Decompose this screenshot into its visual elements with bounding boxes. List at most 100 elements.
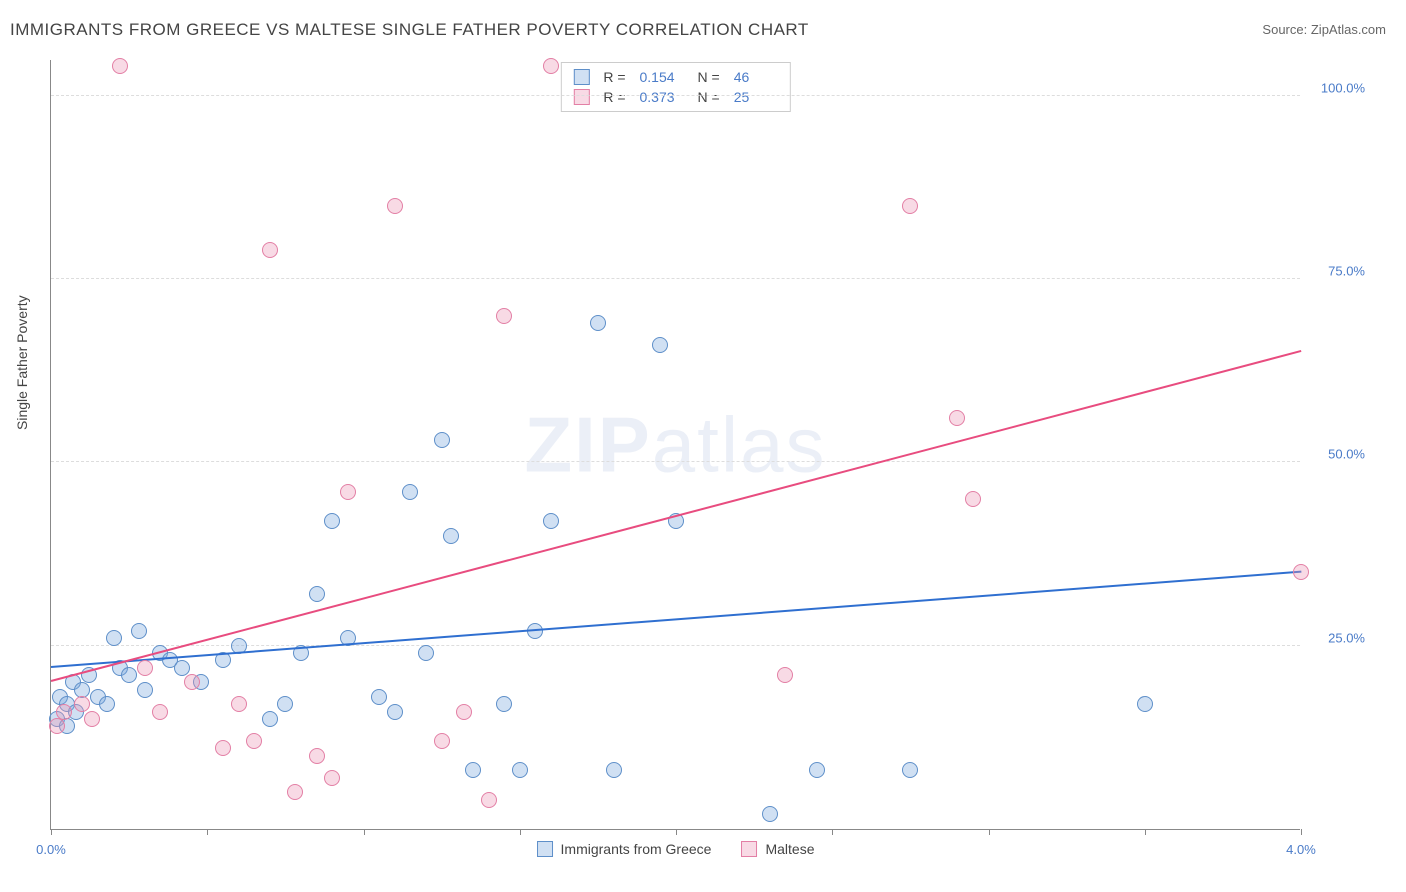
series-1-name: Immigrants from Greece bbox=[561, 841, 712, 857]
source-attribution: Source: ZipAtlas.com bbox=[1262, 22, 1386, 37]
y-tick-label: 75.0% bbox=[1328, 264, 1365, 279]
scatter-point bbox=[481, 792, 497, 808]
scatter-point bbox=[152, 704, 168, 720]
scatter-point bbox=[456, 704, 472, 720]
x-tick-minor bbox=[832, 829, 833, 835]
r-label: R = bbox=[603, 69, 625, 85]
n-label: N = bbox=[698, 89, 720, 105]
scatter-point bbox=[809, 762, 825, 778]
trend-line bbox=[51, 350, 1301, 682]
scatter-point bbox=[965, 491, 981, 507]
scatter-point bbox=[99, 696, 115, 712]
scatter-point bbox=[277, 696, 293, 712]
scatter-point bbox=[56, 704, 72, 720]
watermark: ZIPatlas bbox=[524, 399, 826, 490]
r-label: R = bbox=[603, 89, 625, 105]
y-tick-label: 25.0% bbox=[1328, 630, 1365, 645]
scatter-point bbox=[309, 586, 325, 602]
series-2-name: Maltese bbox=[765, 841, 814, 857]
x-tick-minor bbox=[207, 829, 208, 835]
scatter-point bbox=[496, 696, 512, 712]
scatter-point bbox=[949, 410, 965, 426]
scatter-point bbox=[543, 58, 559, 74]
scatter-point bbox=[371, 689, 387, 705]
scatter-point bbox=[287, 784, 303, 800]
scatter-point bbox=[902, 762, 918, 778]
n-label: N = bbox=[698, 69, 720, 85]
correlation-legend: R = 0.154 N = 46 R = 0.373 N = 25 bbox=[560, 62, 790, 112]
gridline bbox=[51, 461, 1300, 462]
swatch-series-1-icon bbox=[537, 841, 553, 857]
scatter-point bbox=[215, 740, 231, 756]
scatter-point bbox=[590, 315, 606, 331]
scatter-point bbox=[121, 667, 137, 683]
legend-row-series-2: R = 0.373 N = 25 bbox=[573, 87, 777, 107]
scatter-point bbox=[84, 711, 100, 727]
n-value-1: 46 bbox=[734, 69, 778, 85]
scatter-point bbox=[496, 308, 512, 324]
scatter-point bbox=[434, 733, 450, 749]
scatter-point bbox=[324, 770, 340, 786]
source-name: ZipAtlas.com bbox=[1311, 22, 1386, 37]
scatter-point bbox=[262, 242, 278, 258]
scatter-point bbox=[402, 484, 418, 500]
trend-line bbox=[51, 570, 1301, 667]
scatter-point bbox=[512, 762, 528, 778]
r-value-2: 0.373 bbox=[640, 89, 684, 105]
scatter-point bbox=[184, 674, 200, 690]
scatter-point bbox=[387, 704, 403, 720]
scatter-point bbox=[262, 711, 278, 727]
x-tick-label: 0.0% bbox=[36, 842, 66, 857]
y-tick-label: 50.0% bbox=[1328, 447, 1365, 462]
scatter-point bbox=[418, 645, 434, 661]
y-tick-label: 100.0% bbox=[1321, 80, 1365, 95]
legend-item-series-1: Immigrants from Greece bbox=[537, 841, 712, 857]
swatch-series-1 bbox=[573, 69, 589, 85]
scatter-point bbox=[174, 660, 190, 676]
swatch-series-2 bbox=[573, 89, 589, 105]
scatter-point bbox=[606, 762, 622, 778]
scatter-point bbox=[246, 733, 262, 749]
scatter-point bbox=[106, 630, 122, 646]
x-tick bbox=[51, 829, 52, 835]
scatter-point bbox=[543, 513, 559, 529]
x-tick-label: 4.0% bbox=[1286, 842, 1316, 857]
x-tick bbox=[676, 829, 677, 835]
scatter-point bbox=[652, 337, 668, 353]
n-value-2: 25 bbox=[734, 89, 778, 105]
gridline bbox=[51, 278, 1300, 279]
plot-area: ZIPatlas R = 0.154 N = 46 R = 0.373 N = … bbox=[50, 60, 1300, 830]
scatter-point bbox=[131, 623, 147, 639]
scatter-point bbox=[340, 484, 356, 500]
scatter-point bbox=[902, 198, 918, 214]
scatter-point bbox=[74, 682, 90, 698]
scatter-point bbox=[387, 198, 403, 214]
scatter-point bbox=[309, 748, 325, 764]
scatter-point bbox=[137, 660, 153, 676]
swatch-series-2-icon bbox=[741, 841, 757, 857]
x-tick bbox=[1301, 829, 1302, 835]
x-tick-minor bbox=[1145, 829, 1146, 835]
scatter-point bbox=[49, 718, 65, 734]
chart-container: IMMIGRANTS FROM GREECE VS MALTESE SINGLE… bbox=[0, 0, 1406, 892]
scatter-point bbox=[434, 432, 450, 448]
series-legend: Immigrants from Greece Maltese bbox=[537, 841, 815, 857]
r-value-1: 0.154 bbox=[640, 69, 684, 85]
scatter-point bbox=[1293, 564, 1309, 580]
scatter-point bbox=[112, 58, 128, 74]
scatter-point bbox=[137, 682, 153, 698]
gridline bbox=[51, 95, 1300, 96]
x-tick-minor bbox=[364, 829, 365, 835]
scatter-point bbox=[777, 667, 793, 683]
scatter-point bbox=[443, 528, 459, 544]
scatter-point bbox=[324, 513, 340, 529]
scatter-point bbox=[465, 762, 481, 778]
y-axis-title: Single Father Poverty bbox=[14, 295, 30, 430]
x-tick-minor bbox=[520, 829, 521, 835]
source-label: Source: bbox=[1262, 22, 1307, 37]
legend-item-series-2: Maltese bbox=[741, 841, 814, 857]
legend-row-series-1: R = 0.154 N = 46 bbox=[573, 67, 777, 87]
scatter-point bbox=[74, 696, 90, 712]
scatter-point bbox=[231, 696, 247, 712]
scatter-point bbox=[1137, 696, 1153, 712]
